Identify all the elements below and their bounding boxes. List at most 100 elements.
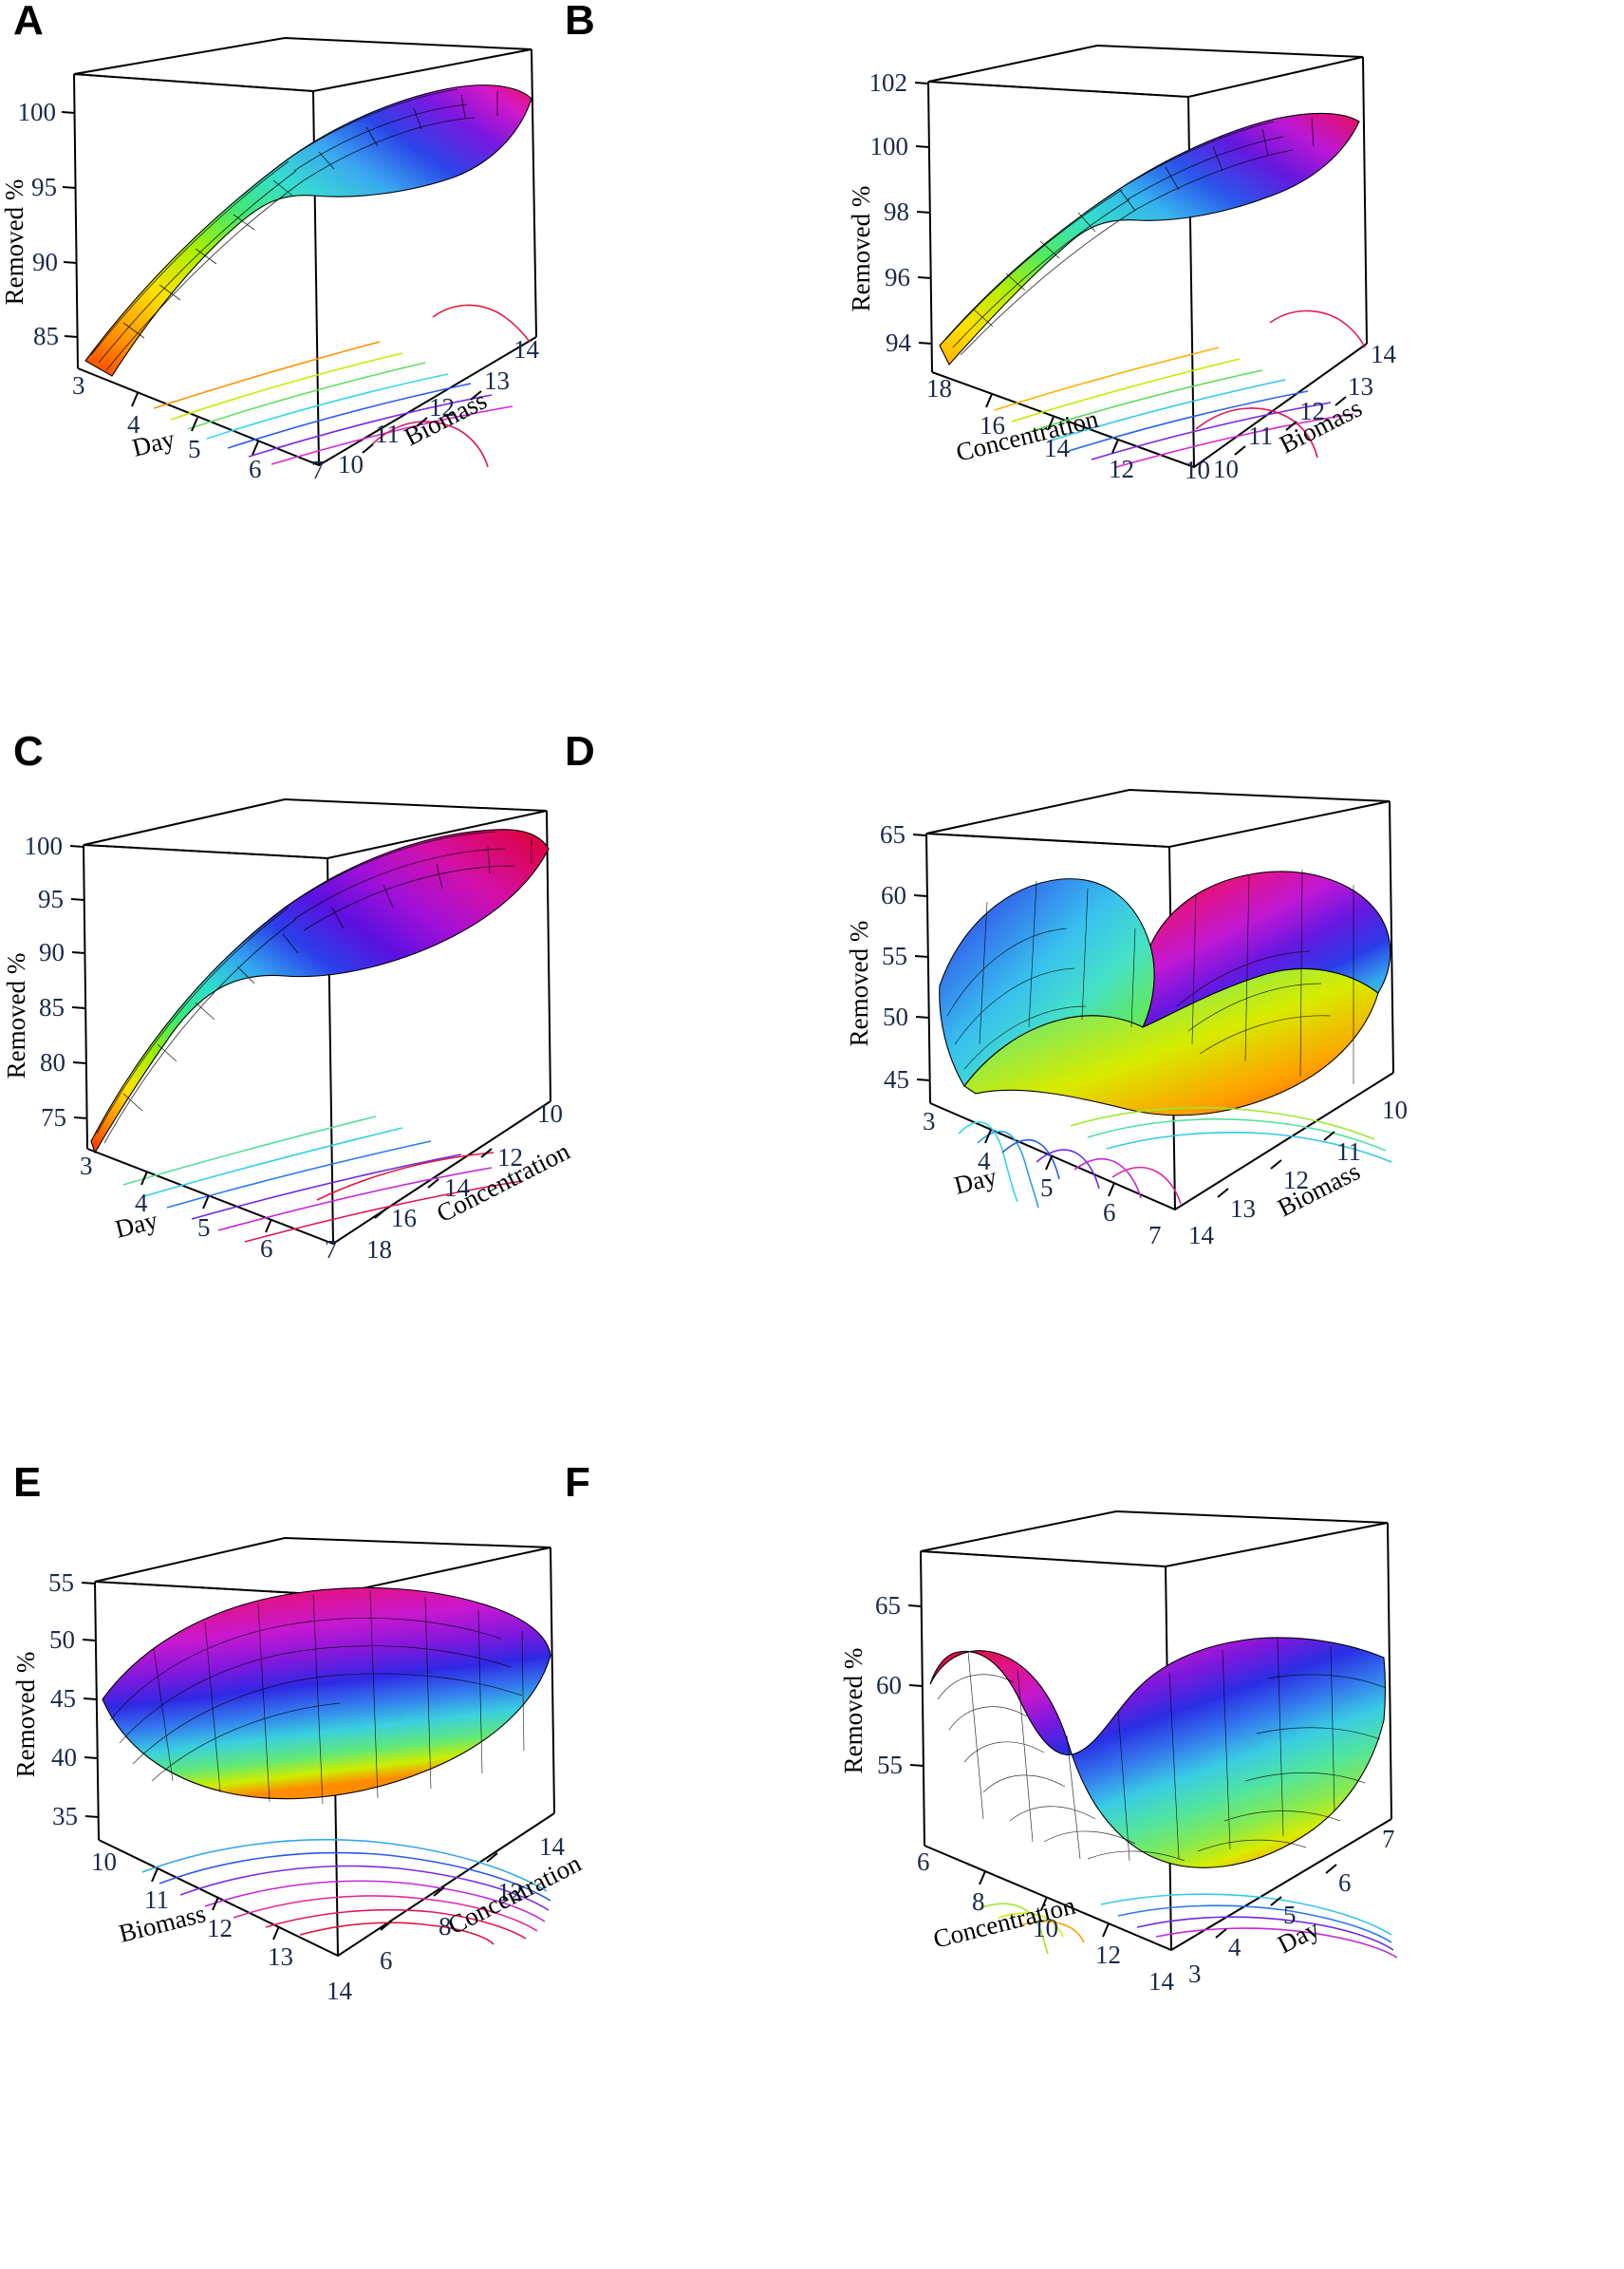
panel-D-xtick-1: 4 — [978, 1147, 991, 1175]
panel-D-ztick-3: 60 — [881, 881, 906, 909]
panel-F-xtick-0: 6 — [917, 1847, 930, 1876]
panel-D-ytick-2: 12 — [1283, 1166, 1309, 1194]
panel-B-x-axis: 18 16 14 12 10 Concentration — [926, 374, 1210, 479]
panel-A-x-axis: 3 4 5 6 7 Day — [72, 371, 325, 479]
panel-E-ztick-3: 50 — [49, 1625, 75, 1654]
panel-C-x-axis-title: Day — [112, 1206, 160, 1244]
panel-C-xtick-0: 3 — [80, 1152, 93, 1180]
panel-C-ytick-2: 14 — [444, 1173, 471, 1202]
panel-B-xtick-3: 12 — [1109, 455, 1134, 479]
panel-A-axis-box — [73, 36, 537, 467]
panel-A-xtick-2: 5 — [188, 435, 201, 463]
panel-E-xtick-2: 12 — [207, 1914, 233, 1942]
panel-A-ztick-3: 100 — [18, 98, 57, 126]
panel-B-ztick-4: 102 — [869, 68, 908, 97]
panel-A-plot: 85 90 95 100 Removed % 3 4 5 6 7 Day — [0, 36, 540, 479]
panel-D-plot: 45 50 55 60 65 Removed % 3 4 5 6 7 Day — [845, 788, 1408, 1249]
panel-D-ztick-0: 45 — [884, 1065, 909, 1094]
panel-C-ytick-4: 18 — [366, 1235, 392, 1263]
panel-A-surface — [84, 84, 532, 377]
panel-letter-C: C — [13, 728, 44, 775]
panel-D-xtick-3: 6 — [1103, 1198, 1116, 1227]
panel-E-ztick-2: 45 — [50, 1684, 76, 1713]
panel-E-z-axis-title: Removed % — [11, 1652, 40, 1778]
panel-B-z-axis: 94 96 98 100 102 Removed % — [847, 68, 933, 357]
panel-B-xtick-1: 16 — [980, 411, 1005, 440]
panel-F-ztick-0: 55 — [877, 1751, 903, 1779]
panel-E-contours — [141, 1838, 551, 1945]
panel-E-ytick-0: 6 — [380, 1946, 393, 1975]
panel-D-ztick-2: 55 — [882, 942, 907, 970]
panel-A-ztick-2: 95 — [31, 173, 57, 201]
panel-A-ytick-4: 14 — [513, 335, 540, 364]
panel-D-ytick-3: 13 — [1230, 1194, 1256, 1223]
panel-D-xtick-0: 3 — [923, 1107, 936, 1135]
panel-F-plot: 55 60 65 Removed % 6 8 10 12 14 Concentr… — [839, 1510, 1398, 1996]
panel-D-ztick-4: 65 — [880, 820, 905, 849]
panel-E-xtick-0: 10 — [91, 1847, 117, 1876]
panel-B-z-axis-title: Removed % — [847, 186, 875, 312]
panel-F-ytick-1: 4 — [1228, 1933, 1241, 1961]
panel-F-ytick-4: 7 — [1382, 1825, 1395, 1853]
panel-B-ytick-4: 14 — [1371, 340, 1397, 368]
panel-E: E — [0, 1462, 588, 2013]
panel-B-x-axis-title: Concentration — [953, 404, 1101, 467]
panel-D-x-axis-title: Day — [951, 1162, 999, 1200]
panel-E-y-axis-title: Concentration — [443, 1848, 586, 1940]
panel-F-xtick-4: 14 — [1148, 1967, 1175, 1996]
panel-C-ztick-3: 90 — [39, 938, 65, 966]
panel-D-xtick-4: 7 — [1148, 1221, 1162, 1249]
panel-D: D — [565, 731, 1424, 1263]
panel-C-ztick-1: 80 — [40, 1048, 65, 1077]
panel-F-contours — [979, 1893, 1398, 1959]
panel-F-x-axis-title: Concentration — [930, 1891, 1078, 1954]
panel-D-z-axis: 45 50 55 60 65 Removed % — [845, 820, 931, 1094]
panel-B-ytick-0: 10 — [1213, 455, 1239, 479]
panel-E-xtick-1: 11 — [144, 1885, 169, 1914]
panel-B-xtick-4: 10 — [1185, 456, 1210, 479]
panel-B: B — [565, 0, 1405, 479]
panel-B-surface — [939, 112, 1360, 366]
panel-D-xtick-2: 5 — [1040, 1173, 1054, 1202]
panel-F-x-axis: 6 8 10 12 14 Concentration — [917, 1847, 1175, 1996]
panel-A-ytick-2: 12 — [429, 393, 455, 422]
panel-B-ytick-1: 11 — [1248, 422, 1273, 450]
panel-C-y-axis: 18 16 14 12 10 Concentration — [366, 1099, 574, 1263]
panel-F: F — [565, 1462, 1424, 2013]
panel-A-ytick-1: 11 — [375, 420, 400, 448]
panel-A-xtick-3: 6 — [249, 455, 262, 479]
panel-C-z-axis-title: Removed % — [2, 953, 30, 1079]
panel-F-xtick-1: 8 — [972, 1887, 985, 1916]
panel-C-ztick-0: 75 — [41, 1103, 66, 1132]
panel-C-ztick-4: 95 — [38, 885, 64, 913]
panel-C-ytick-3: 16 — [391, 1204, 417, 1232]
panel-D-contours — [958, 1107, 1392, 1209]
panel-letter-B: B — [565, 0, 595, 44]
panel-A: A — [0, 0, 569, 479]
panel-B-ytick-3: 13 — [1348, 372, 1373, 401]
panel-E-ztick-4: 55 — [48, 1568, 74, 1597]
panel-B-contours — [994, 309, 1366, 468]
panel-C-ytick-1: 12 — [497, 1143, 523, 1172]
panel-E-xtick-4: 14 — [327, 1977, 353, 2005]
panel-D-ytick-1: 11 — [1336, 1137, 1361, 1166]
panel-F-xtick-2: 10 — [1033, 1914, 1058, 1942]
panel-D-x-axis: 3 4 5 6 7 Day — [923, 1107, 1162, 1249]
panel-F-z-axis: 55 60 65 Removed % — [839, 1591, 924, 1779]
panel-A-ytick-3: 13 — [484, 366, 510, 395]
panel-D-ytick-0: 10 — [1382, 1096, 1408, 1124]
panel-letter-E: E — [13, 1459, 42, 1506]
panel-A-xtick-4: 7 — [311, 456, 325, 479]
panel-C-ytick-0: 10 — [537, 1099, 563, 1128]
panel-E-z-axis: 35 40 45 50 55 Removed % — [11, 1568, 100, 1830]
panel-C-xtick-2: 5 — [197, 1213, 211, 1242]
panel-C-xtick-4: 7 — [325, 1235, 338, 1263]
panel-F-ytick-2: 5 — [1283, 1901, 1297, 1929]
panel-D-ytick-4: 14 — [1188, 1221, 1215, 1249]
panel-C-xtick-1: 4 — [135, 1189, 148, 1217]
panel-C-plot: 75 80 85 90 95 100 Removed % 3 4 5 6 7 D… — [2, 797, 574, 1263]
panel-A-ytick-0: 10 — [338, 450, 364, 478]
panel-C-axis-box — [83, 797, 551, 1246]
panel-C: C — [0, 728, 588, 1264]
